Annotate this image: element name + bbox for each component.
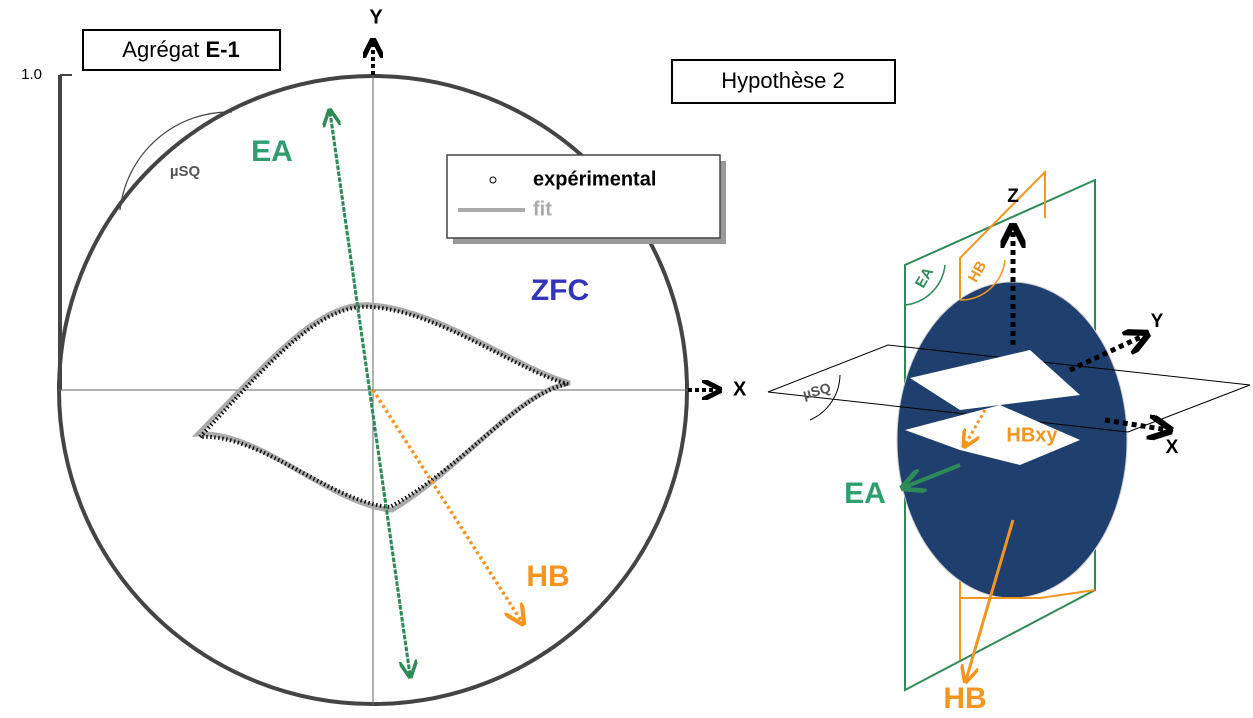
x-label: X (733, 378, 747, 400)
right-diagram: Hypothèse 2 EA HB Z Y X µSQ HBxy EA HB (671, 59, 1251, 715)
x-label: X (1166, 437, 1179, 458)
y-label: Y (369, 6, 383, 28)
legend-label: fit (533, 198, 552, 220)
frame-label: Agrégat E-1 (122, 37, 239, 62)
ea-label: EA (251, 135, 293, 168)
angle-label: µSQ (801, 379, 833, 402)
angle-arc (809, 374, 841, 421)
title: Hypothèse 2 (721, 68, 845, 93)
ea-arrow (905, 463, 961, 487)
frame-box (82, 29, 281, 71)
fit-curve (191, 302, 571, 513)
hb-arrow (371, 389, 522, 622)
angle-label: µSQ (170, 163, 201, 180)
angle-arc (119, 111, 233, 211)
hbxy-label: HBxy (1006, 424, 1058, 446)
zfc-label: ZFC (531, 274, 589, 307)
experimental-points (195, 304, 569, 510)
legend-marker (489, 176, 497, 184)
title-box (671, 59, 896, 104)
hbxy-arrow (965, 409, 987, 445)
hb-plane (959, 589, 1096, 660)
hb-arrow (966, 519, 1015, 680)
cut (905, 405, 1080, 465)
cut (910, 350, 1080, 410)
legend-label: expérimental (533, 168, 656, 190)
x-arrow (1104, 420, 1168, 430)
tick-label: 1.0 (21, 66, 42, 83)
z-label: Z (1007, 186, 1019, 207)
legend (446, 154, 721, 239)
ea-label: EA (844, 477, 886, 510)
ea-arrow (328, 111, 410, 675)
y-label: Y (1151, 311, 1164, 332)
left-plot: 1.0 Y X Agrégat E-1 µSQ EA HB ZFC expéri… (21, 6, 747, 706)
hb-label: HB (526, 560, 569, 593)
y-arrow (1068, 335, 1145, 373)
hb-arc (959, 259, 1006, 301)
hb-label: HB (943, 682, 986, 715)
ea-arc (904, 264, 946, 306)
